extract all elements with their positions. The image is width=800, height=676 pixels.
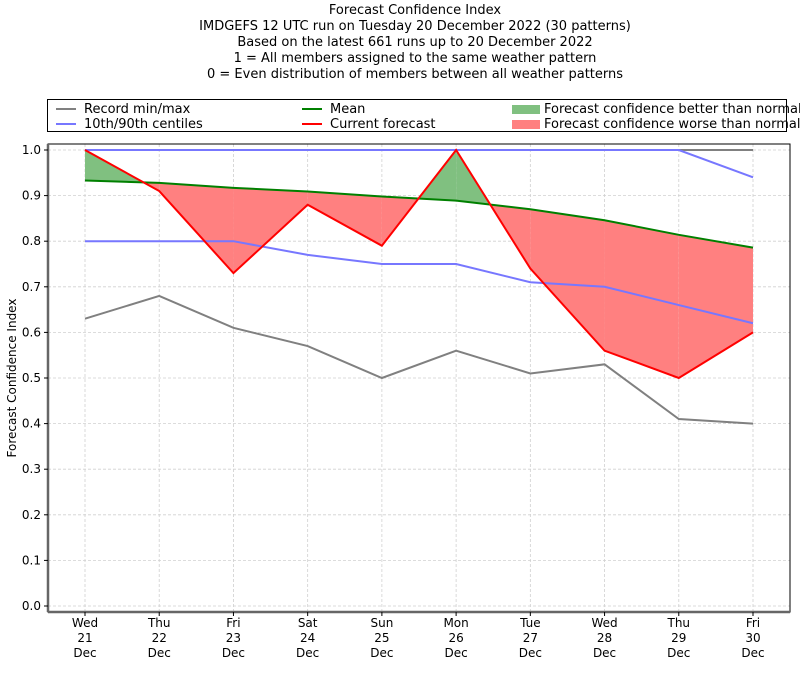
legend-label: Record min/max [84,101,191,117]
x-tick-label-line: Fri [226,616,240,630]
x-tick-label-line: 23 [226,631,241,645]
x-tick-label-line: Dec [296,646,319,660]
y-tick-label: 0.3 [22,462,41,476]
y-tick-label: 0.1 [22,553,41,567]
legend-entry-worse: Forecast confidence worse than normal [512,116,800,132]
x-tick-label-line: Dec [444,646,467,660]
x-tick-label-line: Dec [222,646,245,660]
x-tick-label: Fri 23 Dec [222,616,245,660]
y-tick-label: 0.9 [22,189,41,203]
legend-patch-icon [512,104,540,114]
legend-line-icon [56,108,76,110]
fill-worse-than-normal [233,187,308,274]
x-tick-label-line: Thu [667,616,691,630]
chart-title: Forecast Confidence Index IMDGEFS 12 UTC… [0,3,800,83]
legend-label: 10th/90th centiles [84,116,203,132]
x-tick-label: Thu 29 Dec [667,616,691,660]
legend-label: Current forecast [330,116,436,132]
record-min-line [84,294,754,425]
confidence-fills [85,150,753,378]
x-tick-label-line: Dec [741,646,764,660]
subtitle-line: IMDGEFS 12 UTC run on Tuesday 20 Decembe… [199,19,631,34]
legend: Record min/max 10th/90th centiles Mean C… [47,99,800,132]
x-tick-label: Mon 26 Dec [443,616,468,660]
x-tick-label-line: 25 [374,631,389,645]
subtitle-line: 1 = All members assigned to the same wea… [233,51,597,66]
legend-patch-icon [512,119,540,129]
subtitle-line: Based on the latest 661 runs up to 20 De… [237,35,593,50]
fill-worse-than-normal [159,182,234,274]
x-tick-label-line: 21 [77,631,92,645]
legend-label: Forecast confidence worse than normal [544,116,800,132]
x-tick-label-line: 24 [300,631,315,645]
subtitle-line: 0 = Even distribution of members between… [206,67,624,82]
x-tick-label-line: Dec [593,646,616,660]
y-tick-label: 1.0 [22,143,41,157]
legend-line-icon [302,108,322,110]
x-tick-label: Wed 28 Dec [591,616,617,660]
x-tick-label: Thu 22 Dec [147,616,171,660]
y-tick-label: 0.0 [22,599,41,613]
x-tick-label-line: Sat [298,616,318,630]
legend-entry-record-minmax: Record min/max [56,101,190,117]
fill-worse-than-normal [604,220,679,378]
x-tick-label-line: Wed [591,616,617,630]
x-tick-label: Wed 21 Dec [72,616,98,660]
y-tick-label: 0.8 [22,234,41,248]
current-forecast-line [84,148,754,380]
legend-line-icon [302,123,322,125]
x-tick-label-line: Mon [443,616,468,630]
x-tick-label-line: Dec [519,646,542,660]
centile-90-line [85,149,754,179]
x-tick-label-line: 28 [597,631,612,645]
legend-entry-mean: Mean [302,101,365,117]
legend-label: Mean [330,101,366,117]
y-axis-ticks: 0.0 0.1 0.2 0.3 0.4 0.5 0.6 0.7 0.8 0.9 1.0 [22,143,48,613]
x-tick-label: Sat 24 Dec [296,616,319,660]
title-line: Forecast Confidence Index [328,3,502,18]
y-tick-label: 0.2 [22,508,41,522]
legend-line-icon [56,123,76,125]
y-tick-label: 0.7 [22,280,41,294]
fill-worse-than-normal [530,209,605,351]
legend-entry-better: Forecast confidence better than normal [512,101,800,117]
x-tick-label-line: Wed [72,616,98,630]
x-tick-label-line: 29 [671,631,686,645]
fill-worse-than-normal [307,191,382,246]
x-tick-label-line: 26 [448,631,463,645]
x-tick-label-line: 22 [152,631,167,645]
y-tick-label: 0.4 [22,417,41,431]
legend-entry-centiles: 10th/90th centiles [56,116,203,132]
x-tick-label-line: 30 [745,631,760,645]
x-tick-label-line: Dec [148,646,171,660]
x-tick-label: Fri 30 Dec [741,616,764,660]
fill-worse-than-normal [678,234,753,378]
x-tick-label: Sun 25 Dec [370,616,393,660]
x-tick-label-line: Dec [73,646,96,660]
x-tick-label-line: Dec [370,646,393,660]
x-tick-label-line: 27 [523,631,538,645]
centile-10-line [85,240,754,325]
x-tick-label-line: Thu [147,616,171,630]
series-lines [84,148,754,425]
x-tick-label-line: Fri [746,616,760,630]
legend-entry-current: Current forecast [302,116,436,132]
x-tick-label: Tue 27 Dec [519,616,542,660]
x-tick-label-line: Sun [370,616,393,630]
legend-label: Forecast confidence better than normal [544,101,800,117]
x-tick-label-line: Dec [667,646,690,660]
x-tick-label-line: Tue [519,616,541,630]
y-tick-label: 0.5 [22,371,41,385]
y-axis-label: Forecast Confidence Index [5,299,19,458]
y-tick-label: 0.6 [22,325,41,339]
